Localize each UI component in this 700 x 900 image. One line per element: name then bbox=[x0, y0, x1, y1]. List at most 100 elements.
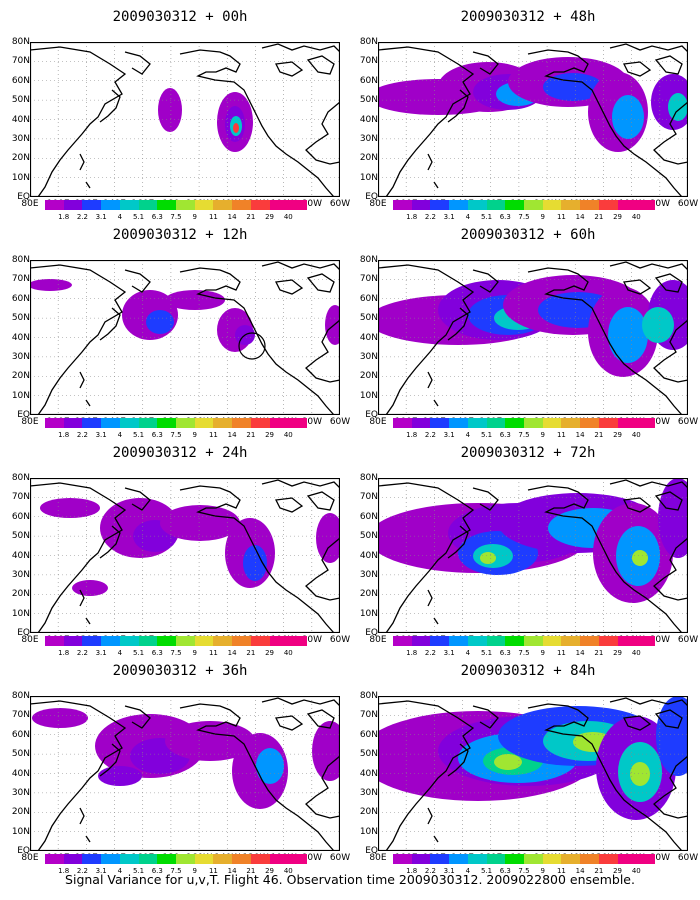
colorbar-swatch bbox=[411, 636, 431, 646]
variance-contour bbox=[160, 505, 240, 541]
lat-tick-label: 50N bbox=[359, 749, 378, 760]
lon-tick-label: 80E bbox=[369, 199, 387, 209]
colorbar-label: 6.3 bbox=[499, 213, 511, 221]
variance-contour bbox=[480, 552, 496, 564]
lat-tick-label: 50N bbox=[359, 531, 378, 542]
colorbar-swatch bbox=[524, 854, 543, 864]
colorbar-swatch bbox=[505, 200, 525, 210]
coastline bbox=[306, 709, 335, 729]
lat-tick-label: EQ bbox=[365, 846, 378, 856]
colorbar-label: 11 bbox=[208, 431, 218, 439]
colorbar-swatch bbox=[505, 636, 525, 646]
lat-tick-label: 80N bbox=[359, 37, 378, 47]
colorbar-label: 21 bbox=[246, 213, 256, 221]
lat-tick-label: 40N bbox=[359, 114, 378, 125]
coastline bbox=[609, 479, 689, 489]
coastline bbox=[427, 371, 433, 389]
colorbar-swatch bbox=[561, 418, 581, 428]
colorbar-label: 14 bbox=[575, 649, 585, 657]
colorbar-label: 21 bbox=[246, 431, 256, 439]
colorbar-swatch bbox=[524, 636, 543, 646]
variance-map bbox=[29, 477, 344, 634]
lon-tick-label: 80E bbox=[21, 635, 39, 645]
colorbar-swatch bbox=[82, 854, 102, 864]
variance-map bbox=[368, 477, 698, 634]
colorbar-swatch bbox=[393, 636, 412, 646]
colorbar-swatch bbox=[45, 200, 64, 210]
colorbar-label: 5.1 bbox=[132, 213, 145, 221]
lat-tick-label: 80N bbox=[359, 473, 378, 483]
colorbar-label: 4 bbox=[465, 867, 471, 875]
coastline bbox=[433, 835, 439, 843]
lon-tick-label: 80W bbox=[649, 417, 670, 427]
colorbar-label: 2.2 bbox=[424, 649, 436, 657]
coastline bbox=[29, 700, 127, 852]
lat-tick-label: 80N bbox=[11, 255, 30, 265]
colorbar-label: 40 bbox=[631, 649, 641, 657]
lon-tick-label: 80W bbox=[649, 635, 670, 645]
coastline bbox=[79, 589, 85, 607]
colorbar bbox=[45, 636, 308, 646]
colorbar-swatch bbox=[213, 200, 233, 210]
coastline bbox=[654, 491, 683, 511]
lon-tick-label: 60W bbox=[329, 853, 351, 863]
lat-tick-label: 20N bbox=[359, 371, 378, 382]
colorbar-label: 6.3 bbox=[151, 867, 163, 875]
lat-tick-label: 60N bbox=[11, 293, 30, 304]
map-panel: 2009030312 + 12h 80N 70N 60N 50N 40N 30N 20N 10N… bbox=[10, 226, 350, 439]
colorbar-swatch bbox=[157, 200, 177, 210]
coastline bbox=[472, 487, 499, 511]
coastline bbox=[305, 319, 341, 383]
colorbar-swatch bbox=[63, 200, 83, 210]
variance-contour bbox=[543, 73, 603, 101]
coastline bbox=[305, 101, 341, 165]
lat-tick-label: 30N bbox=[11, 787, 30, 798]
colorbar-swatch bbox=[542, 418, 562, 428]
variance-contour bbox=[256, 748, 284, 784]
map-panel: 2009030312 + 36h 80N 70N 60N 50N 40N 30N 20N 10N… bbox=[10, 662, 350, 875]
colorbar-swatch bbox=[449, 418, 468, 428]
coastline bbox=[99, 525, 121, 559]
coastline bbox=[275, 61, 304, 77]
coastline bbox=[653, 319, 689, 383]
coastline bbox=[261, 43, 341, 53]
lat-tick-label: 70N bbox=[11, 710, 30, 721]
coastline bbox=[85, 181, 91, 189]
coastline bbox=[306, 55, 335, 75]
lat-tick-label: EQ bbox=[365, 192, 378, 202]
panel-title: 2009030312 + 24h bbox=[112, 445, 248, 461]
variance-contour bbox=[608, 307, 648, 363]
lat-tick-label: 10N bbox=[359, 826, 378, 837]
lat-tick-label: 50N bbox=[359, 313, 378, 324]
coastline bbox=[527, 485, 683, 634]
colorbar-label: 40 bbox=[631, 213, 641, 221]
coastline bbox=[85, 617, 91, 625]
colorbar-swatch bbox=[119, 636, 139, 646]
colorbar-label: 1.8 bbox=[58, 213, 70, 221]
colorbar-label: 21 bbox=[246, 649, 256, 657]
lat-tick-label: 30N bbox=[359, 569, 378, 580]
colorbar-label: 4 bbox=[117, 213, 123, 221]
lat-tick-label: 20N bbox=[359, 807, 378, 818]
variance-contour bbox=[40, 498, 100, 518]
coastline bbox=[29, 482, 127, 634]
colorbar-label: 5.1 bbox=[132, 431, 145, 439]
colorbar-swatch bbox=[542, 636, 562, 646]
map-area: 80N70N60N50N40N30N20N10NEQ80E100E120E140… bbox=[360, 473, 698, 645]
coastline bbox=[527, 49, 683, 198]
colorbar-swatch bbox=[598, 854, 618, 864]
lat-tick-label: 30N bbox=[11, 569, 30, 580]
colorbar-label: 6.3 bbox=[499, 431, 511, 439]
map-area: 80N70N60N50N40N30N20N10NEQ80E100E120E140… bbox=[12, 255, 350, 427]
colorbar-swatch bbox=[250, 854, 270, 864]
colorbar-swatch bbox=[45, 636, 64, 646]
colorbar-label: 40 bbox=[283, 213, 293, 221]
lat-tick-label: 40N bbox=[359, 332, 378, 343]
colorbar-swatch bbox=[449, 636, 468, 646]
lat-tick-label: 10N bbox=[11, 172, 30, 183]
colorbar-swatch bbox=[486, 854, 506, 864]
coastline bbox=[99, 307, 121, 341]
coastline bbox=[261, 697, 341, 707]
lat-tick-label: 50N bbox=[359, 95, 378, 106]
variance-contour bbox=[668, 93, 688, 121]
